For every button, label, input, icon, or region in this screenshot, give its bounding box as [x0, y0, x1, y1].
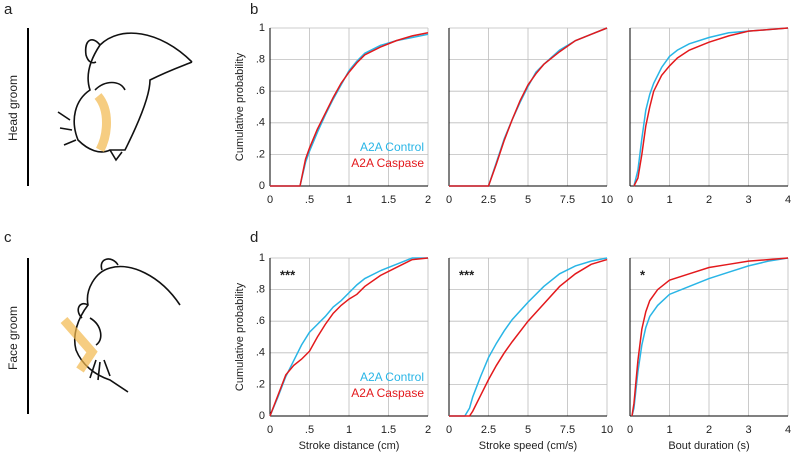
x-tick-label: 0: [627, 424, 633, 436]
y-tick-label: .2: [256, 378, 265, 390]
x-tick-label: 2: [425, 424, 431, 436]
series-line: [449, 257, 608, 417]
panel-letter: a: [4, 1, 13, 18]
x-tick-label: 4: [785, 194, 791, 206]
series-line: [449, 258, 608, 417]
x-tick-label: 2: [425, 194, 431, 206]
y-axis-label: Cumulative probability: [234, 282, 246, 391]
x-tick-label: 4: [785, 424, 791, 436]
panel-letter: b: [250, 1, 258, 18]
x-tick-label: 1: [666, 424, 672, 436]
series-line: [631, 257, 789, 417]
x-tick-label: 7.5: [560, 194, 575, 206]
y-tick-label: 1: [259, 252, 265, 264]
y-tick-label: .4: [256, 347, 265, 359]
y-tick-label: .8: [256, 284, 265, 296]
x-tick-label: 10: [601, 424, 613, 436]
x-tick-label: 7.5: [560, 424, 575, 436]
annotation: ***: [280, 267, 296, 282]
x-tick-label: .5: [305, 424, 314, 436]
x-tick-label: 0: [267, 194, 273, 206]
legend-entry: A2A Caspase: [351, 156, 424, 170]
row-label: Face groom: [6, 306, 20, 370]
x-tick-label: 3: [745, 194, 751, 206]
x-tick-label: 0: [446, 194, 452, 206]
row-label: Head groom: [6, 75, 20, 141]
x-tick-label: 2: [706, 424, 712, 436]
x-axis-label: Stroke speed (cm/s): [479, 440, 577, 452]
y-axis-label: Cumulative probability: [234, 52, 246, 161]
annotation: *: [640, 267, 646, 282]
x-tick-label: 1: [346, 194, 352, 206]
y-tick-label: 0: [259, 180, 265, 192]
panel-letter: c: [4, 229, 12, 246]
series-line: [269, 257, 428, 417]
series-line: [269, 257, 429, 417]
series-line: [631, 257, 789, 417]
y-tick-label: .2: [256, 148, 265, 160]
x-axis-label: Stroke distance (cm): [299, 440, 400, 452]
x-tick-label: 1.5: [381, 424, 396, 436]
x-tick-label: 3: [745, 424, 751, 436]
x-tick-label: 10: [601, 194, 613, 206]
legend-entry: A2A Control: [360, 370, 424, 384]
y-tick-label: .4: [256, 117, 265, 129]
x-tick-label: 5: [525, 424, 531, 436]
x-tick-label: .5: [305, 194, 314, 206]
x-tick-label: 2: [706, 194, 712, 206]
panel-letter: d: [250, 229, 258, 246]
x-tick-label: 1: [666, 194, 672, 206]
legend-entry: A2A Control: [360, 140, 424, 154]
x-tick-label: 2.5: [481, 424, 496, 436]
series-line: [633, 27, 789, 187]
y-tick-label: .6: [256, 315, 265, 327]
x-tick-label: 1: [346, 424, 352, 436]
x-tick-label: 0: [267, 424, 273, 436]
x-tick-label: 0: [446, 424, 452, 436]
y-tick-label: 0: [259, 410, 265, 422]
series-line: [449, 27, 608, 187]
y-tick-label: .6: [256, 85, 265, 97]
x-tick-label: 1.5: [381, 194, 396, 206]
series-line: [633, 27, 789, 187]
series-line: [270, 32, 429, 187]
x-tick-label: 5: [525, 194, 531, 206]
y-tick-label: .8: [256, 54, 265, 66]
mouse-face-sketch: [60, 258, 181, 393]
x-tick-label: 0: [627, 194, 633, 206]
x-axis-label: Bout duration (s): [668, 440, 749, 452]
legend-entry: A2A Caspase: [351, 386, 424, 400]
y-tick-label: 1: [259, 22, 265, 34]
annotation: ***: [459, 267, 475, 282]
mouse-head-sketch: [57, 32, 193, 162]
x-tick-label: 2.5: [481, 194, 496, 206]
